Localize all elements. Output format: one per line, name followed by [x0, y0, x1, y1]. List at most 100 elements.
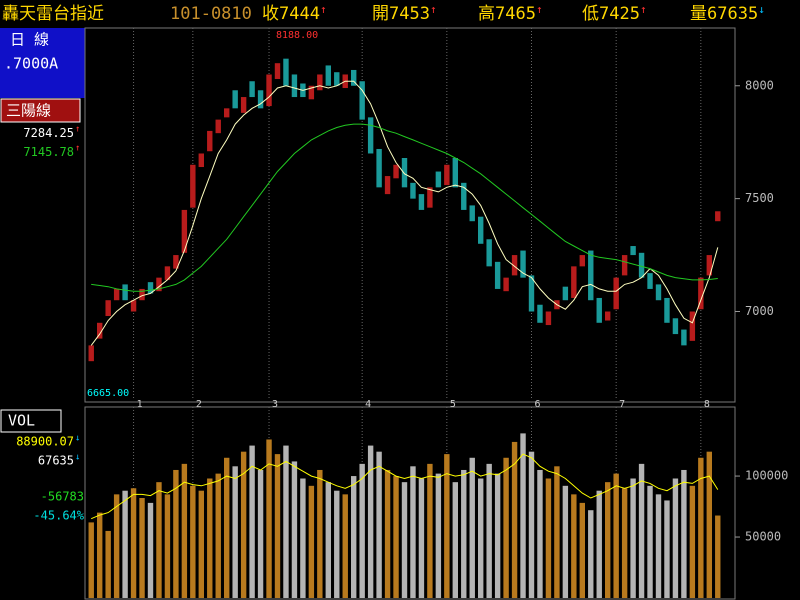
volume-bar [359, 463, 365, 598]
candle [257, 90, 264, 109]
candle [478, 216, 484, 244]
title: 轟天雷台指近 [2, 4, 104, 24]
volume-bar [452, 482, 458, 598]
candle [376, 148, 382, 188]
volume-bar [97, 512, 103, 598]
annotation: 6665.00 [87, 388, 129, 399]
candle [435, 171, 442, 188]
volume-bar [376, 451, 382, 598]
volume-bar [130, 488, 137, 598]
volume-bar [147, 502, 154, 598]
volume-bar [190, 485, 196, 598]
volume-bar [596, 490, 602, 598]
candle [173, 255, 179, 269]
legend-entry: 7284.25 [23, 126, 74, 140]
candle [122, 284, 128, 301]
candle [613, 277, 619, 310]
volume-bar [334, 490, 340, 598]
candle [638, 252, 645, 278]
candle [291, 74, 298, 98]
volume-bar [410, 466, 416, 598]
candle [545, 311, 552, 326]
period: 日 線 [10, 31, 49, 49]
annotation: 8188.00 [276, 30, 318, 41]
x-tick-label: 4 [365, 399, 371, 410]
quote-label: 收 [262, 4, 279, 24]
volume-bar [461, 469, 467, 598]
volume-bar [503, 457, 509, 598]
candle [88, 345, 94, 362]
y-tick-label: 100000 [745, 469, 788, 483]
volume-bar [367, 445, 374, 598]
quote-label: 開 [372, 4, 389, 24]
volume-bar [715, 515, 721, 598]
candle [486, 239, 492, 267]
quote: 開7453↑ [372, 3, 437, 24]
volume-bar [621, 488, 628, 598]
volume-bar [105, 530, 111, 598]
candle [706, 255, 712, 276]
candle [207, 130, 213, 152]
volume-bar [173, 469, 179, 598]
volume-bar [681, 469, 687, 598]
candle [562, 286, 569, 301]
candle [664, 297, 670, 323]
volume-bar [486, 463, 492, 598]
candle [427, 187, 433, 208]
legend-arrow: ↑ [75, 144, 80, 154]
last-volume: 67635 [38, 454, 74, 468]
quote-value: 7444 [279, 4, 320, 24]
candle [511, 255, 518, 276]
date: 101-0810 [170, 4, 252, 24]
volume-bar [554, 466, 560, 598]
candle [520, 250, 526, 278]
candle [630, 246, 636, 256]
volume-bar [198, 490, 204, 598]
candle [249, 81, 255, 98]
candle [579, 255, 585, 267]
volume-bar [444, 454, 450, 598]
volume-bar [325, 482, 331, 598]
vol-change: -56783 [41, 490, 84, 504]
quote: 量67635↓ [690, 3, 765, 24]
candle [537, 304, 543, 323]
x-tick-label: 8 [704, 399, 710, 410]
quote: 低7425↑ [582, 3, 647, 24]
candle [384, 176, 391, 195]
candle [621, 255, 628, 276]
unit: .7000A [4, 55, 58, 73]
volume-bar [427, 463, 433, 598]
quote-arrow: ↑ [640, 3, 647, 16]
indicator: 三陽線 [6, 102, 51, 120]
candle [681, 329, 687, 346]
ma-line [91, 453, 719, 520]
volume-bar [528, 451, 535, 598]
volume-bar [605, 482, 611, 598]
volume-bar [672, 478, 679, 598]
vol-change-pct: -45.64% [33, 509, 84, 523]
candle [596, 297, 602, 323]
volume-bar [224, 457, 230, 598]
quote-arrow: ↑ [536, 3, 543, 16]
x-tick-label: 7 [619, 399, 625, 410]
volume-bar [308, 485, 315, 598]
volume-bar [291, 461, 298, 598]
candle [393, 164, 399, 179]
candle [224, 108, 230, 118]
volume-bar [706, 451, 712, 598]
volume-bar [613, 473, 619, 598]
legend-entry: 88900.07 [16, 435, 74, 449]
indicator-box [0, 98, 81, 123]
quote-label: 高 [478, 4, 495, 24]
legend-arrow: ↑ [75, 125, 80, 135]
x-tick-label: 6 [535, 399, 541, 410]
ma-line [90, 80, 719, 346]
candle [266, 74, 272, 107]
volume-bar [562, 485, 569, 598]
quote-value: 7453 [389, 4, 430, 24]
candle [528, 275, 535, 312]
volume-bar [113, 494, 120, 598]
volume-bar [266, 439, 272, 598]
volume-bar [630, 478, 636, 598]
volume-bar [156, 482, 162, 598]
